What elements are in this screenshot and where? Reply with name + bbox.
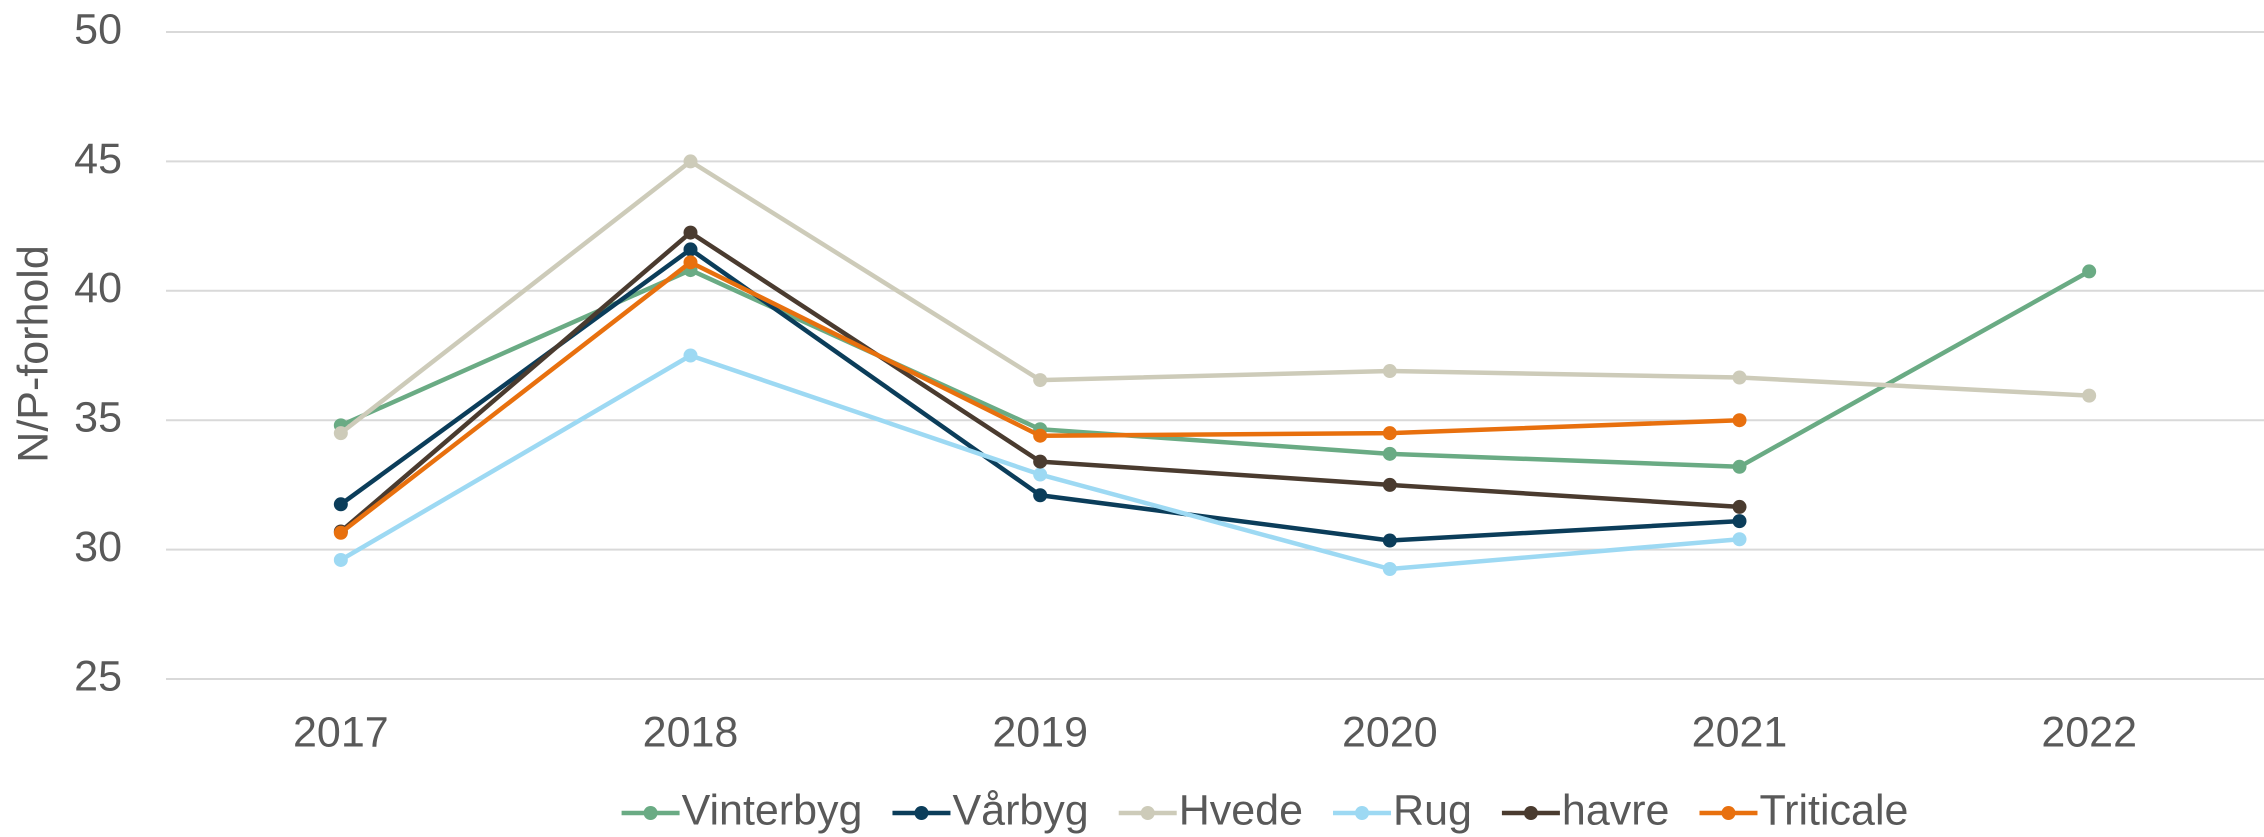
- x-tick-label: 2022: [2041, 708, 2137, 756]
- legend-marker: [1140, 806, 1155, 820]
- legend-marker: [643, 806, 658, 820]
- data-point: [1732, 499, 1747, 514]
- data-point: [1033, 467, 1048, 482]
- data-point: [2082, 264, 2097, 279]
- x-tick-label: 2017: [293, 708, 389, 756]
- y-tick-label: 50: [74, 5, 122, 53]
- data-point: [1382, 562, 1397, 577]
- data-point: [1732, 370, 1747, 385]
- data-point: [683, 348, 698, 363]
- legend-label: Rug: [1393, 786, 1472, 834]
- series-line: [339, 267, 2091, 470]
- x-tick-label: 2019: [992, 708, 1088, 756]
- data-point: [1382, 477, 1397, 492]
- data-point: [683, 242, 698, 257]
- legend-label: Triticale: [1759, 786, 1908, 834]
- data-point: [1033, 373, 1048, 388]
- data-point: [1033, 488, 1048, 503]
- y-tick-label: 25: [74, 652, 122, 700]
- y-axis-title: N/P-forhold: [9, 245, 57, 462]
- data-point: [1382, 364, 1397, 379]
- legend-label: Vinterbyg: [682, 786, 863, 834]
- legend-label: Vårbyg: [952, 786, 1088, 834]
- data-point: [333, 426, 348, 441]
- legend-marker: [1355, 806, 1370, 820]
- legend-label: Hvede: [1179, 786, 1303, 834]
- y-tick-label: 35: [74, 394, 122, 442]
- y-tick-label: 30: [74, 523, 122, 571]
- legend-label: havre: [1562, 786, 1670, 834]
- legend-marker: [1523, 806, 1538, 820]
- data-point: [1382, 533, 1397, 548]
- data-point: [1732, 532, 1747, 547]
- data-point: [683, 225, 698, 240]
- data-point: [683, 154, 698, 169]
- data-point: [1382, 446, 1397, 461]
- data-point: [1033, 454, 1048, 469]
- data-point: [1732, 459, 1747, 474]
- y-tick-label: 45: [74, 135, 122, 183]
- x-tick-label: 2018: [643, 708, 739, 756]
- series-line: [339, 159, 2090, 435]
- data-point: [1732, 514, 1747, 529]
- data-point: [333, 552, 348, 567]
- x-tick-label: 2021: [1692, 708, 1788, 756]
- data-point: [2082, 388, 2097, 403]
- data-point: [333, 525, 348, 540]
- data-point: [1033, 428, 1048, 443]
- y-tick-label: 40: [74, 264, 122, 312]
- data-point: [1382, 426, 1397, 441]
- legend-marker: [1721, 806, 1736, 820]
- data-point: [1732, 413, 1747, 428]
- data-point: [333, 497, 348, 512]
- legend: Vinterbyg Vårbyg Hvede Rug havre Triticale: [621, 786, 1908, 834]
- x-tick-label: 2020: [1342, 708, 1438, 756]
- legend-marker: [914, 806, 929, 820]
- data-point: [683, 255, 698, 270]
